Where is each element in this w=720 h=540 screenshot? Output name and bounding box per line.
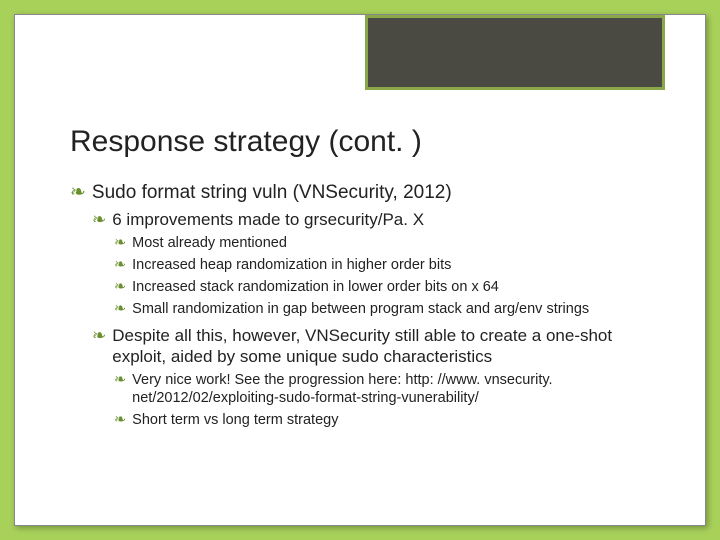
bullet-text: Short term vs long term strategy bbox=[132, 411, 338, 429]
bullet-l2: ❧ Despite all this, however, VNSecurity … bbox=[92, 325, 650, 368]
bullet-text: Most already mentioned bbox=[132, 234, 287, 252]
corner-accent-box bbox=[365, 15, 665, 90]
bullet-icon: ❧ bbox=[70, 181, 86, 205]
bullet-text: 6 improvements made to grsecurity/Pa. X bbox=[112, 209, 424, 230]
bullet-icon: ❧ bbox=[114, 371, 126, 389]
bullet-text: Sudo format string vuln (VNSecurity, 201… bbox=[92, 181, 452, 205]
bullet-l3: ❧ Most already mentioned bbox=[114, 234, 650, 252]
bullet-l3: ❧ Increased heap randomization in higher… bbox=[114, 256, 650, 274]
bullet-l2: ❧ 6 improvements made to grsecurity/Pa. … bbox=[92, 209, 650, 230]
bullet-text: Increased stack randomization in lower o… bbox=[132, 278, 499, 296]
bullet-icon: ❧ bbox=[114, 256, 126, 274]
bullet-text: Despite all this, however, VNSecurity st… bbox=[112, 325, 650, 368]
bullet-icon: ❧ bbox=[114, 411, 126, 429]
bullet-text: Small randomization in gap between progr… bbox=[132, 300, 589, 318]
bullet-icon: ❧ bbox=[92, 209, 106, 230]
bullet-l3: ❧ Short term vs long term strategy bbox=[114, 411, 650, 429]
bullet-icon: ❧ bbox=[92, 325, 106, 346]
bullet-l3: ❧ Small randomization in gap between pro… bbox=[114, 300, 650, 318]
bullet-l3: ❧ Very nice work! See the progression he… bbox=[114, 371, 650, 407]
slide-card: Response strategy (cont. ) ❧ Sudo format… bbox=[14, 14, 706, 526]
bullet-l3: ❧ Increased stack randomization in lower… bbox=[114, 278, 650, 296]
bullet-l1: ❧ Sudo format string vuln (VNSecurity, 2… bbox=[70, 181, 650, 205]
bullet-text: Very nice work! See the progression here… bbox=[132, 371, 650, 407]
bullet-text: Increased heap randomization in higher o… bbox=[132, 256, 451, 274]
bullet-icon: ❧ bbox=[114, 234, 126, 252]
bullet-icon: ❧ bbox=[114, 278, 126, 296]
bullet-icon: ❧ bbox=[114, 300, 126, 318]
slide-content: Response strategy (cont. ) ❧ Sudo format… bbox=[70, 125, 650, 433]
slide-title: Response strategy (cont. ) bbox=[70, 125, 650, 159]
